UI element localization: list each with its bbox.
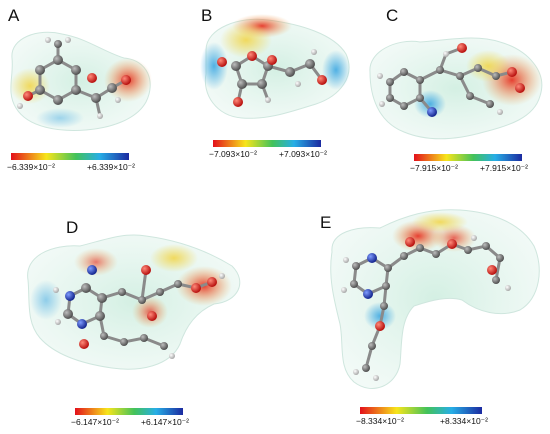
molecule-a	[10, 31, 152, 131]
color-gradient-bar	[11, 153, 129, 160]
panel-label-e: E	[320, 213, 332, 232]
panel-label-d: D	[66, 218, 79, 237]
scale-max-label: +6.147×10⁻²	[141, 417, 189, 427]
scale-min-label: −7.093×10⁻²	[209, 149, 257, 159]
color-scale-c: −7.915×10⁻² +7.915×10⁻²	[410, 154, 528, 178]
molecule-c	[369, 37, 543, 140]
scale-max-label: +7.093×10⁻²	[279, 149, 327, 159]
color-scale-a: −6.339×10⁻² +6.339×10⁻²	[7, 153, 135, 177]
color-gradient-bar	[75, 408, 183, 415]
color-scale-e: −8.334×10⁻² +8.334×10⁻²	[356, 407, 488, 431]
scale-min-label: −8.334×10⁻²	[356, 416, 404, 426]
molecule-e	[330, 209, 540, 389]
molecule-d	[27, 234, 241, 370]
scale-max-label: +6.339×10⁻²	[87, 162, 135, 172]
color-scale-d: −6.147×10⁻² +6.147×10⁻²	[71, 408, 189, 432]
scale-max-label: +8.334×10⁻²	[440, 416, 488, 426]
panel-label-a: A	[8, 6, 20, 25]
scale-max-label: +7.915×10⁻²	[480, 163, 528, 173]
molecule-b	[200, 14, 350, 119]
color-gradient-bar	[360, 407, 482, 414]
scale-min-label: −6.147×10⁻²	[71, 417, 119, 427]
panel-label-b: B	[201, 6, 213, 25]
color-gradient-bar	[414, 154, 522, 161]
color-gradient-bar	[213, 140, 321, 147]
scale-min-label: −7.915×10⁻²	[410, 163, 458, 173]
panel-label-c: C	[386, 6, 399, 25]
scale-min-label: −6.339×10⁻²	[7, 162, 55, 172]
color-scale-b: −7.093×10⁻² +7.093×10⁻²	[209, 140, 327, 164]
